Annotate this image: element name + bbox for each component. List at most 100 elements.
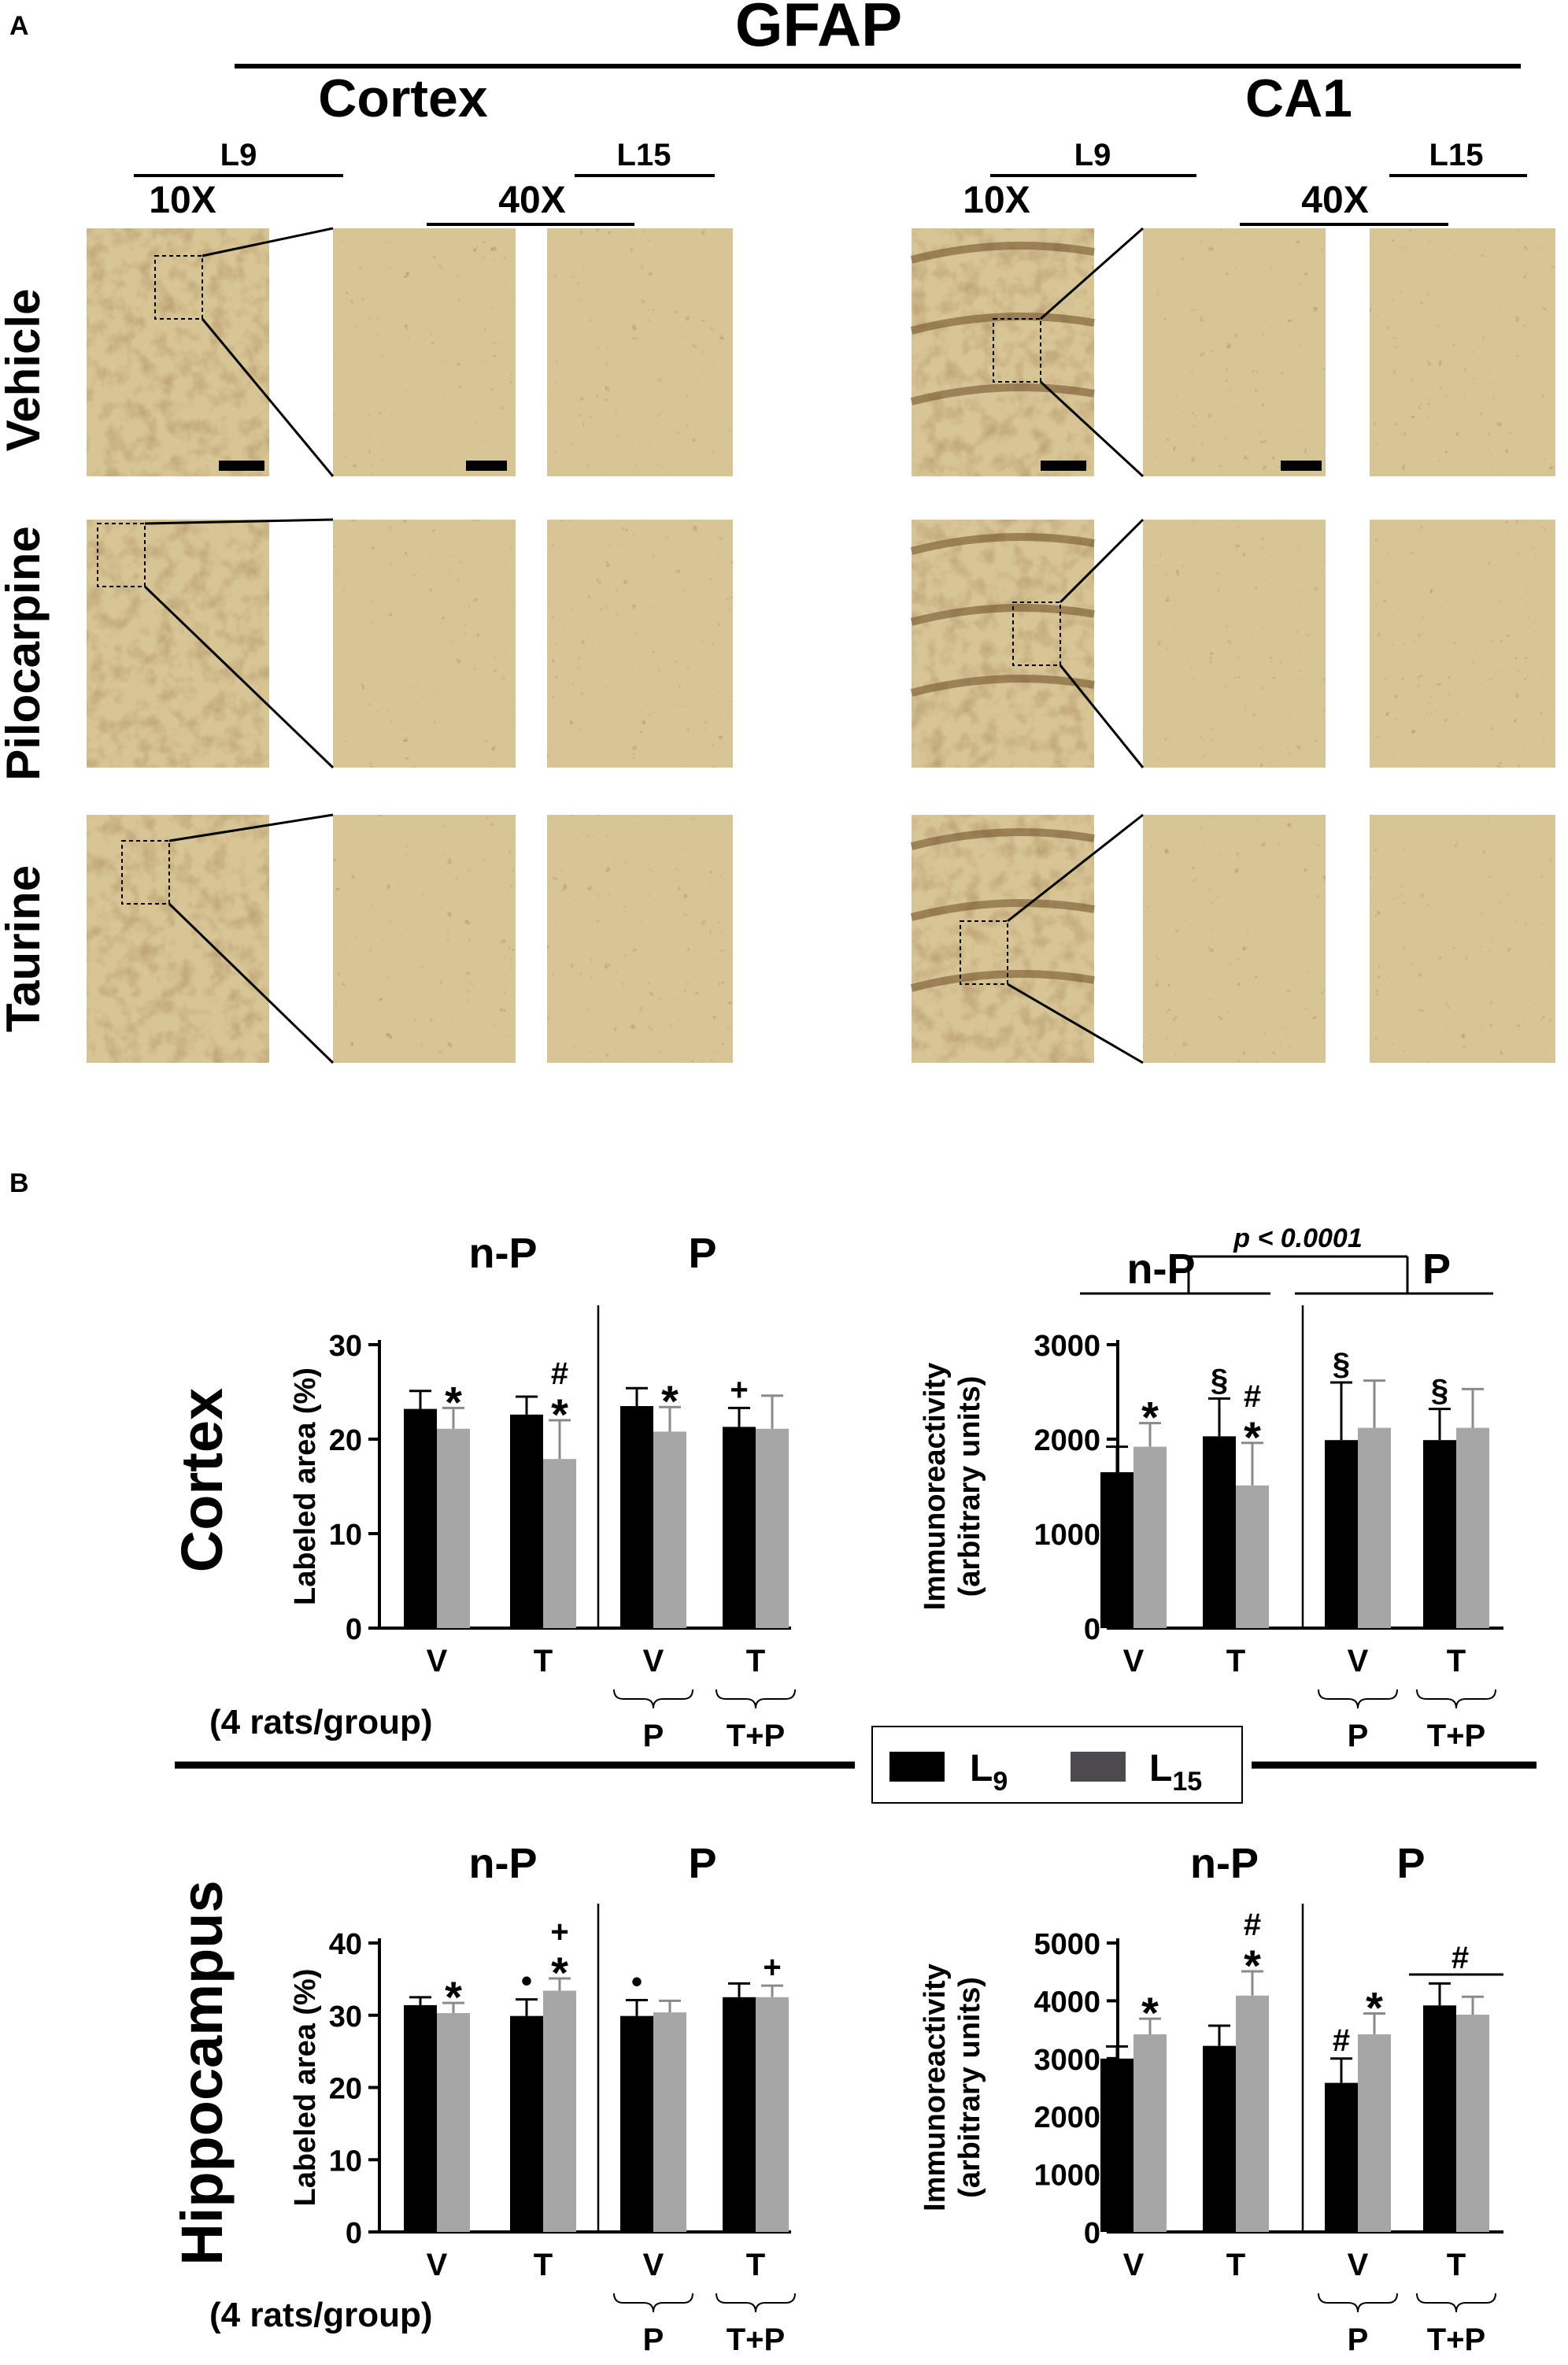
bar-l9-3 bbox=[1423, 2005, 1456, 2232]
annotation-marker: * bbox=[1244, 1412, 1261, 1462]
annotation-marker: § bbox=[1431, 1374, 1448, 1408]
y-tick-label: 4000 bbox=[1034, 1986, 1100, 2019]
zoom-line-ca1 bbox=[1039, 380, 1145, 478]
bar-l9-2 bbox=[620, 2015, 653, 2232]
annotation-marker: § bbox=[1211, 1363, 1228, 1397]
micrograph-ca1-pilocarpine-1-texture bbox=[1143, 520, 1326, 768]
micrograph-ca1-taurine-2 bbox=[1370, 815, 1555, 1063]
group-label: P bbox=[1422, 1245, 1451, 1293]
y-tick-label: 2000 bbox=[1034, 1424, 1100, 1457]
brace-label: P bbox=[643, 1719, 664, 1753]
micrograph-ca1-vehicle-0 bbox=[910, 228, 1095, 476]
brace-label: T+P bbox=[1427, 1719, 1485, 1753]
group-label: n-P bbox=[1127, 1245, 1196, 1293]
brace-label: P bbox=[1348, 2322, 1369, 2357]
x-tick-label: V bbox=[1348, 1644, 1369, 1678]
y-tick-label: 20 bbox=[329, 2073, 362, 2106]
x-tick-label: V bbox=[1123, 1644, 1145, 1678]
x-tick-label: T bbox=[1447, 1644, 1466, 1678]
region-label-hippocampus-b: Hippocampus bbox=[169, 1880, 235, 2265]
micrograph-ca1-taurine-0-layer bbox=[910, 828, 1095, 850]
inset-box-ca1 bbox=[960, 920, 1008, 985]
x-tick-label: V bbox=[427, 2248, 448, 2282]
y-axis-label: Immunoreactivity bbox=[919, 1963, 952, 2211]
panel-a-letter: A bbox=[9, 11, 29, 41]
zoom-line-ca1 bbox=[1040, 227, 1144, 320]
x-tick-label: T bbox=[534, 1644, 553, 1678]
gfap-title: GFAP bbox=[735, 0, 902, 59]
micrograph-cortex-pilocarpine-1 bbox=[333, 520, 516, 768]
y-axis-label: Immunoreactivity bbox=[919, 1363, 952, 1611]
annotation-marker: § bbox=[1333, 1347, 1350, 1382]
annotation-marker: * bbox=[551, 1948, 568, 1997]
row-label-taurine: Taurine bbox=[0, 865, 50, 1032]
y-tick-label: 1000 bbox=[1034, 1519, 1100, 1552]
x-tick-label: T bbox=[746, 2248, 765, 2282]
micrograph-ca1-vehicle-2 bbox=[1370, 228, 1555, 476]
scale-bar bbox=[1041, 461, 1086, 471]
row-label-pilocarpine: Pilocarpine bbox=[0, 526, 50, 780]
group-note-hippocampus: (4 rats/group) bbox=[209, 2296, 433, 2334]
annotation-marker: * bbox=[1366, 1983, 1383, 2033]
bar-l9-1 bbox=[1203, 1436, 1236, 1628]
y-axis-label: (arbitrary units) bbox=[953, 1977, 986, 2198]
micrograph-cortex-vehicle-1 bbox=[333, 228, 516, 476]
group-brace bbox=[1318, 1689, 1398, 1709]
micrograph-cortex-vehicle-1-texture bbox=[333, 228, 516, 476]
group-brace bbox=[1318, 2293, 1398, 2313]
micrograph-cortex-taurine-2 bbox=[547, 815, 733, 1063]
group-brace bbox=[716, 1689, 796, 1709]
bar-l9-0 bbox=[404, 1408, 437, 1628]
bar-l15-1 bbox=[543, 1459, 576, 1628]
x-tick-label: T bbox=[1226, 1644, 1245, 1678]
scale-bar bbox=[219, 461, 264, 471]
annotation-marker: • bbox=[521, 1964, 532, 1999]
micrograph-ca1-vehicle-2-texture bbox=[1370, 228, 1555, 476]
bar-l9-3 bbox=[723, 1427, 756, 1628]
zoom-line-cortex bbox=[168, 813, 334, 842]
bar-l9-0 bbox=[404, 2004, 437, 2232]
region-label-cortex-b: Cortex bbox=[169, 1388, 235, 1572]
bar-l15-3 bbox=[1456, 2015, 1489, 2232]
zoom-line-cortex bbox=[202, 227, 334, 257]
x-tick-label: T bbox=[1226, 2248, 1245, 2282]
micrograph-ca1-pilocarpine-1 bbox=[1143, 520, 1326, 768]
annotation-marker: + bbox=[730, 1372, 748, 1407]
inset-box-ca1 bbox=[993, 318, 1041, 383]
bar-l9-2 bbox=[1325, 2082, 1358, 2232]
chart-cortex-immunoreactivity: 0 1000 2000 3000 Immunoreactivity (arbitrary … bbox=[919, 1245, 1503, 1753]
annotation-marker: + bbox=[763, 1950, 781, 1985]
annotation-marker: * bbox=[445, 1972, 462, 2022]
x-tick-label: T bbox=[746, 1644, 765, 1678]
ca1-l9-label: L9 bbox=[1074, 138, 1111, 172]
bar-l15-1 bbox=[1236, 1995, 1269, 2232]
y-tick-label: 0 bbox=[346, 2217, 362, 2250]
micrograph-ca1-pilocarpine-0-layer bbox=[910, 533, 1095, 555]
group-label: n-P bbox=[469, 1840, 538, 1887]
x-tick-label: V bbox=[1348, 2248, 1369, 2282]
bar-l9-1 bbox=[510, 1414, 543, 1628]
micrograph-cortex-pilocarpine-2 bbox=[547, 520, 733, 768]
y-axis-label: (arbitrary units) bbox=[953, 1376, 986, 1597]
group-brace bbox=[1416, 1689, 1496, 1709]
micrograph-ca1-pilocarpine-0-texture bbox=[912, 520, 1094, 768]
annotation-marker: * bbox=[1141, 1393, 1159, 1442]
cortex-l9-label: L9 bbox=[220, 138, 257, 172]
zoom-line-ca1 bbox=[1059, 664, 1145, 768]
annotation-marker: * bbox=[551, 1390, 568, 1439]
x-tick-label: V bbox=[1123, 2248, 1145, 2282]
bar-l15-2 bbox=[1358, 1427, 1391, 1628]
annotation-marker: • bbox=[631, 1964, 642, 1999]
inset-box-cortex bbox=[121, 840, 170, 905]
group-brace bbox=[716, 2293, 796, 2313]
bar-l15-0 bbox=[437, 2012, 470, 2232]
micrograph-ca1-pilocarpine-0 bbox=[910, 520, 1095, 768]
ca1-40x-label: 40X bbox=[1301, 180, 1368, 221]
region-label-ca1: CA1 bbox=[1245, 68, 1352, 128]
micrograph-cortex-vehicle-2 bbox=[547, 228, 733, 476]
micrograph-grid: L910XL1540XL910XL1540XVehiclePilocarpine… bbox=[0, 138, 1555, 1064]
micrograph-cortex-vehicle-0 bbox=[87, 228, 269, 476]
